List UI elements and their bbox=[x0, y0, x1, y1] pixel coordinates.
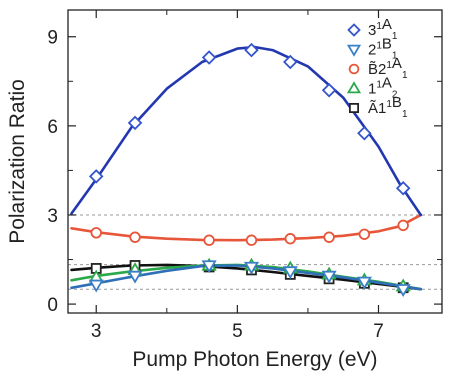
y-axis-label: Polarization Ratio bbox=[6, 79, 29, 244]
legend-entry: B̃21A1 bbox=[368, 55, 408, 81]
x-axis-label: Pump Photon Energy (eV) bbox=[132, 348, 377, 371]
y-tick-label: 6 bbox=[47, 117, 58, 138]
tick-labels: 3 5 7 0 3 6 9 bbox=[47, 28, 383, 342]
legend-entry-part: 1 bbox=[368, 81, 376, 98]
data-point-triangle-down bbox=[321, 270, 337, 284]
fit-curve-4 bbox=[70, 263, 423, 291]
data-point-triangle-down bbox=[282, 266, 298, 280]
data-point-triangle-down bbox=[88, 279, 104, 293]
legend-entry-part: A bbox=[382, 75, 392, 92]
data-point-circle bbox=[358, 228, 371, 240]
legend-entry-part: 1 bbox=[376, 41, 382, 52]
data-point-circle bbox=[323, 231, 335, 243]
data-point-circle bbox=[90, 227, 102, 239]
data-point-triangle-down bbox=[201, 260, 217, 274]
data-point-triangle-down bbox=[127, 270, 143, 284]
data-point-triangle-down bbox=[356, 276, 372, 290]
legend-entry: 21B1 bbox=[368, 36, 398, 62]
data-point-diamond bbox=[357, 126, 372, 141]
data-point-diamond bbox=[127, 115, 143, 131]
legend-entry-part: B̃ bbox=[368, 61, 378, 78]
legend-entry-part: 1 bbox=[378, 100, 386, 117]
axis-ticks bbox=[68, 10, 442, 313]
legend-entry: 31A1 bbox=[368, 16, 398, 42]
legend-entry-part: 2 bbox=[368, 42, 376, 59]
y-tick-label: 3 bbox=[47, 206, 58, 227]
legend-entry-part: 3 bbox=[368, 22, 376, 39]
legend-entry-part: B bbox=[392, 94, 402, 111]
x-tick-label: 7 bbox=[373, 321, 384, 342]
legend-entry-part: 1 bbox=[402, 109, 408, 120]
data-point-diamond bbox=[321, 82, 337, 98]
y-tick-label: 9 bbox=[47, 28, 58, 49]
data-point-circle bbox=[129, 231, 141, 243]
data-point-diamond bbox=[244, 42, 259, 58]
legend-marker bbox=[346, 44, 362, 57]
data-point-circle bbox=[245, 234, 258, 246]
legend-entry: Ã11B1 bbox=[368, 94, 408, 120]
legend-entry-part: A bbox=[392, 55, 402, 72]
legend-entry-part: 2 bbox=[378, 61, 386, 78]
x-tick-label: 5 bbox=[232, 321, 243, 342]
data-point-circle bbox=[203, 234, 215, 246]
legend-entry-part: B bbox=[382, 36, 392, 53]
data-point-diamond bbox=[395, 180, 411, 196]
data-point-diamond bbox=[201, 50, 217, 65]
fit-curve-1 bbox=[70, 264, 423, 291]
legend-entry-part: 1 bbox=[402, 70, 408, 81]
legend-marker bbox=[346, 81, 362, 94]
data-point-diamond bbox=[88, 169, 104, 184]
legend-entry-part: 1 bbox=[386, 60, 392, 71]
legend-entry-part: 1 bbox=[376, 80, 382, 91]
legend-entry-part: A bbox=[382, 16, 392, 33]
x-tick-label: 3 bbox=[91, 321, 102, 342]
data-point-triangle-down bbox=[395, 284, 411, 298]
data-point-circle bbox=[397, 219, 409, 232]
legend-entry-part: 1 bbox=[386, 99, 392, 110]
legend-entry-part: 2 bbox=[392, 90, 398, 101]
data-point-diamond bbox=[283, 54, 298, 70]
legend-entry-part: Ã bbox=[368, 100, 378, 117]
legend-entry-part: 1 bbox=[392, 51, 398, 62]
legend-marker bbox=[347, 23, 361, 37]
legend-marker bbox=[348, 63, 360, 75]
data-point-triangle-down bbox=[243, 261, 260, 275]
legend-entry-part: 1 bbox=[376, 21, 382, 32]
data-points bbox=[88, 42, 411, 298]
legend-marker bbox=[348, 102, 360, 114]
y-tick-label: 0 bbox=[47, 295, 58, 316]
legend-entry: 11A2 bbox=[368, 75, 398, 101]
legend-entry-part: 1 bbox=[392, 31, 398, 42]
plot-frame bbox=[67, 9, 443, 314]
data-point-circle bbox=[284, 233, 296, 245]
